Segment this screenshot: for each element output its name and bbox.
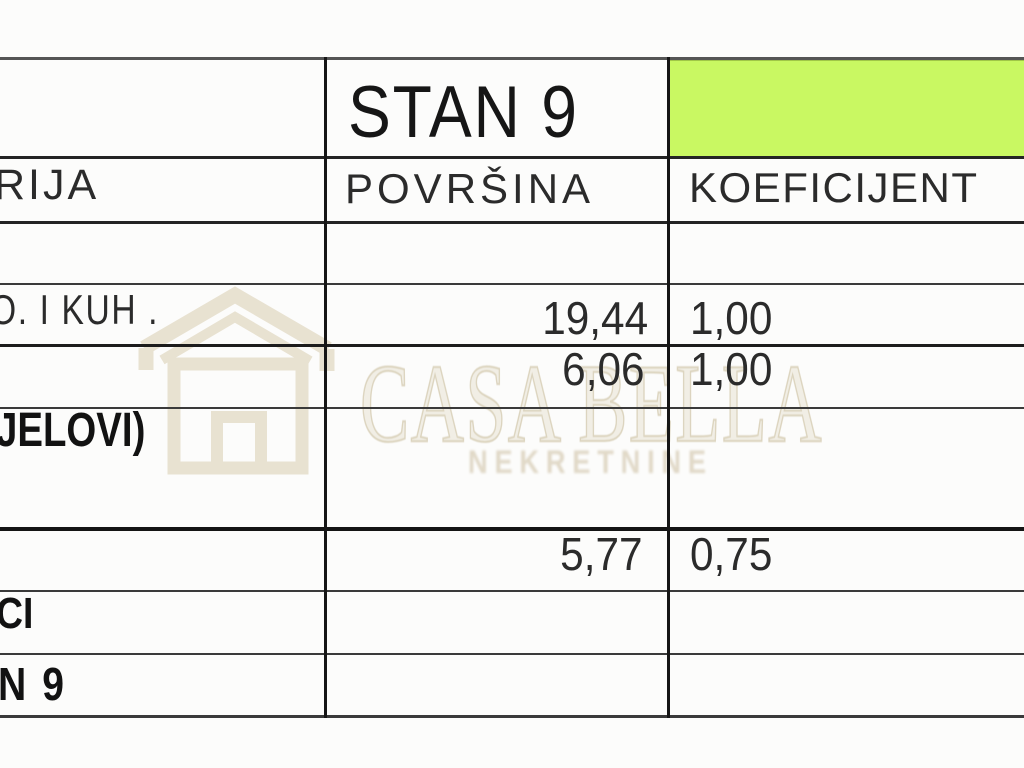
house-icon [138, 286, 335, 475]
column-header-category: RIJA [0, 161, 100, 209]
row-label-living-kitchen: O. I KUH . [0, 286, 160, 333]
row-label-parts: JELOVI) [0, 404, 146, 457]
grid-hline-top [0, 57, 1024, 60]
column-header-coefficient: KOEFICIJENT [689, 164, 979, 211]
column-header-area: POVRŠINA [345, 165, 595, 212]
coefficient-value: 1,00 [690, 343, 773, 395]
unit-title: STAN 9 [348, 72, 579, 153]
grid-hline [0, 221, 1024, 224]
area-value: 6,06 [562, 343, 645, 395]
row-label-total-stan9-partial: N 9 [0, 658, 67, 710]
coefficient-value: 0,75 [690, 528, 773, 580]
grid-hline [0, 283, 1024, 285]
grid-vline-col2 [667, 57, 670, 718]
grid-hline-heavy [0, 527, 1024, 531]
grid-hline [0, 344, 1024, 347]
grid-hline [0, 407, 1024, 409]
area-value: 5,77 [560, 528, 643, 580]
highlighted-cell [670, 59, 1024, 158]
coefficient-value: 1,00 [690, 292, 773, 344]
grid-hline-bottom [0, 715, 1024, 718]
grid-hline [0, 590, 1024, 592]
watermark-brand-text: CASA BELLA [359, 342, 823, 466]
watermark-subtitle-text: NEKRETNINE [468, 444, 713, 480]
grid-vline-col1 [324, 57, 327, 718]
grid-hline [0, 653, 1024, 655]
area-value: 19,44 [542, 292, 648, 344]
row-label-total-partial: CI [0, 589, 34, 638]
grid-hline [0, 156, 1024, 159]
